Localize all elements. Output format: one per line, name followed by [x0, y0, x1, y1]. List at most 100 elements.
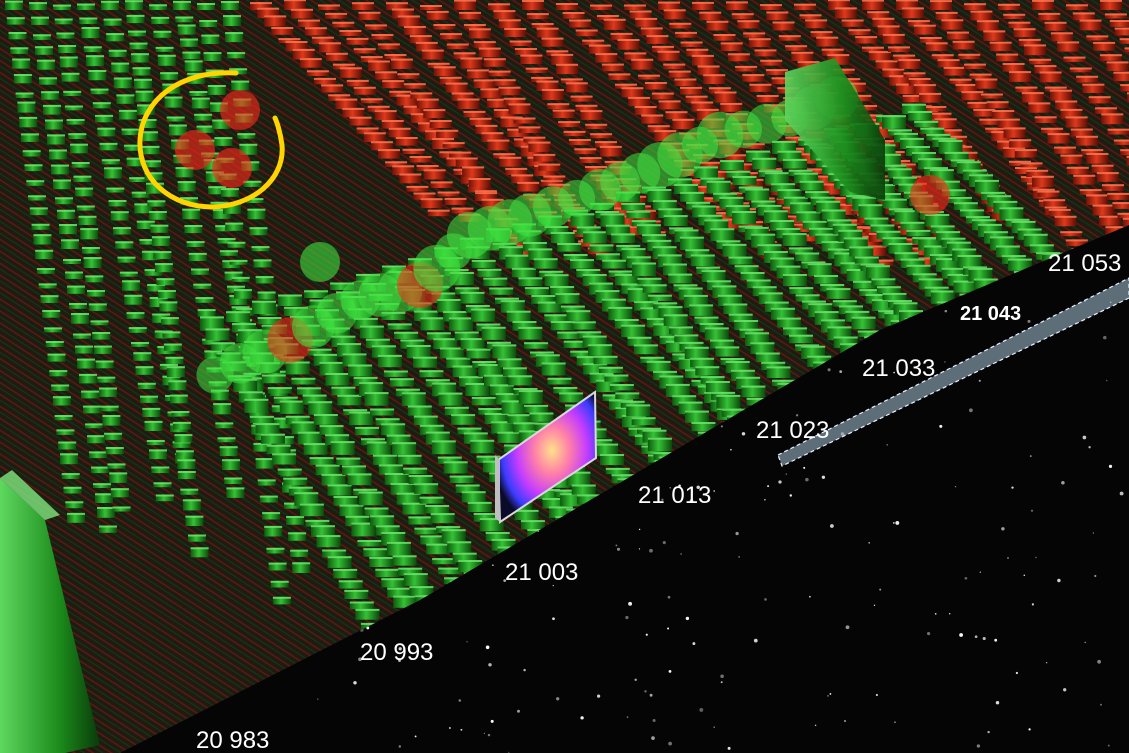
bid-bar: [548, 506, 573, 518]
bid-bar: [547, 377, 572, 385]
bid-bar: [357, 540, 382, 547]
ask-bar: [1109, 20, 1129, 27]
bid-bar: [846, 269, 871, 282]
bid-bar: [160, 72, 179, 80]
ask-bar: [406, 185, 429, 192]
ask-bar: [668, 70, 691, 78]
bid-bar: [908, 111, 933, 121]
bid-bar: [953, 202, 978, 210]
bid-bar: [871, 278, 896, 286]
ask-bar: [375, 71, 398, 80]
bid-bar: [700, 376, 725, 384]
ask-bar: [651, 92, 674, 100]
star: [556, 697, 560, 701]
bid-bar: [689, 304, 714, 316]
bid-bar: [303, 443, 328, 455]
bid-bar: [85, 275, 104, 283]
star: [789, 494, 793, 497]
ask-bar: [615, 83, 637, 89]
ask-bar: [882, 33, 905, 44]
ask-bar: [568, 139, 591, 146]
bid-bar: [894, 132, 918, 143]
bid-bar: [840, 262, 865, 274]
ask-bar: [467, 69, 489, 79]
bid-bar: [926, 133, 951, 141]
bid-bar: [47, 353, 66, 362]
ask-bar: [377, 43, 400, 50]
ask-bar: [473, 79, 496, 89]
bid-bar: [563, 254, 588, 261]
price-level-label: 21 013: [638, 482, 711, 509]
bid-bar: [912, 152, 936, 163]
bid-bar: [680, 191, 705, 202]
bid-bar: [652, 200, 677, 210]
ask-bar: [706, 20, 729, 31]
star: [1108, 464, 1113, 469]
bid-bar: [177, 459, 196, 469]
bid-bar: [533, 258, 558, 269]
star: [959, 633, 963, 637]
ask-bar: [257, 7, 280, 19]
ask-bar: [658, 1, 680, 10]
ask-bar: [1003, 127, 1026, 138]
bid-bar: [541, 362, 566, 376]
ask-bar: [507, 128, 530, 137]
ask-bar: [493, 10, 516, 19]
ask-bar: [1039, 71, 1062, 83]
ask-bar: [708, 87, 731, 94]
ask-bar: [687, 179, 709, 185]
ask-bar: [896, 0, 918, 11]
price-level-label: 21 033: [862, 355, 935, 382]
bid-bar: [783, 196, 808, 207]
ask-bar: [1024, 44, 1046, 56]
bid-bar: [588, 439, 613, 448]
bid-bar: [589, 282, 614, 295]
bid-bar: [56, 429, 75, 435]
ask-bar: [654, 130, 677, 141]
ask-bar: [1104, 13, 1127, 19]
ask-bar: [386, 2, 408, 11]
bid-bar: [321, 473, 346, 486]
star: [669, 487, 671, 489]
star: [353, 681, 357, 685]
ask-bar: [536, 27, 559, 38]
bid-bar: [64, 105, 83, 111]
bid-bar: [157, 54, 176, 66]
bid-bar: [431, 292, 456, 303]
ask-bar: [538, 163, 561, 171]
star: [487, 733, 491, 737]
bid-bar: [166, 366, 185, 378]
ask-bar: [446, 43, 469, 50]
ask-bar: [675, 31, 697, 38]
star: [1035, 556, 1037, 559]
bid-bar: [12, 58, 31, 69]
bid-bar: [882, 237, 907, 247]
bid-bar: [394, 331, 419, 340]
star: [488, 663, 492, 667]
bid-bar: [56, 32, 75, 39]
ask-bar: [832, 68, 855, 74]
bid-bar: [212, 119, 231, 129]
bid-bar: [232, 323, 256, 333]
bid-bar: [665, 340, 690, 353]
bid-bar: [85, 423, 103, 429]
bid-bar: [477, 268, 502, 277]
bid-bar: [420, 317, 445, 331]
bid-bar: [663, 215, 688, 226]
bid-bar: [69, 303, 87, 309]
bid-bar: [108, 200, 127, 207]
bid-bar: [975, 179, 999, 194]
bid-bar: [865, 265, 890, 279]
bid-bar: [478, 364, 503, 377]
bid-bar: [67, 285, 85, 294]
bid-bar: [413, 415, 438, 426]
bid-bar: [483, 277, 508, 286]
bid-bar: [163, 343, 182, 351]
bid-bar: [620, 400, 645, 408]
ask-bar: [976, 20, 999, 31]
ask-bar: [481, 198, 504, 207]
bid-bar: [723, 303, 748, 314]
bid-bar: [403, 573, 428, 586]
bid-bar: [694, 316, 719, 324]
ask-bar: [543, 175, 566, 181]
